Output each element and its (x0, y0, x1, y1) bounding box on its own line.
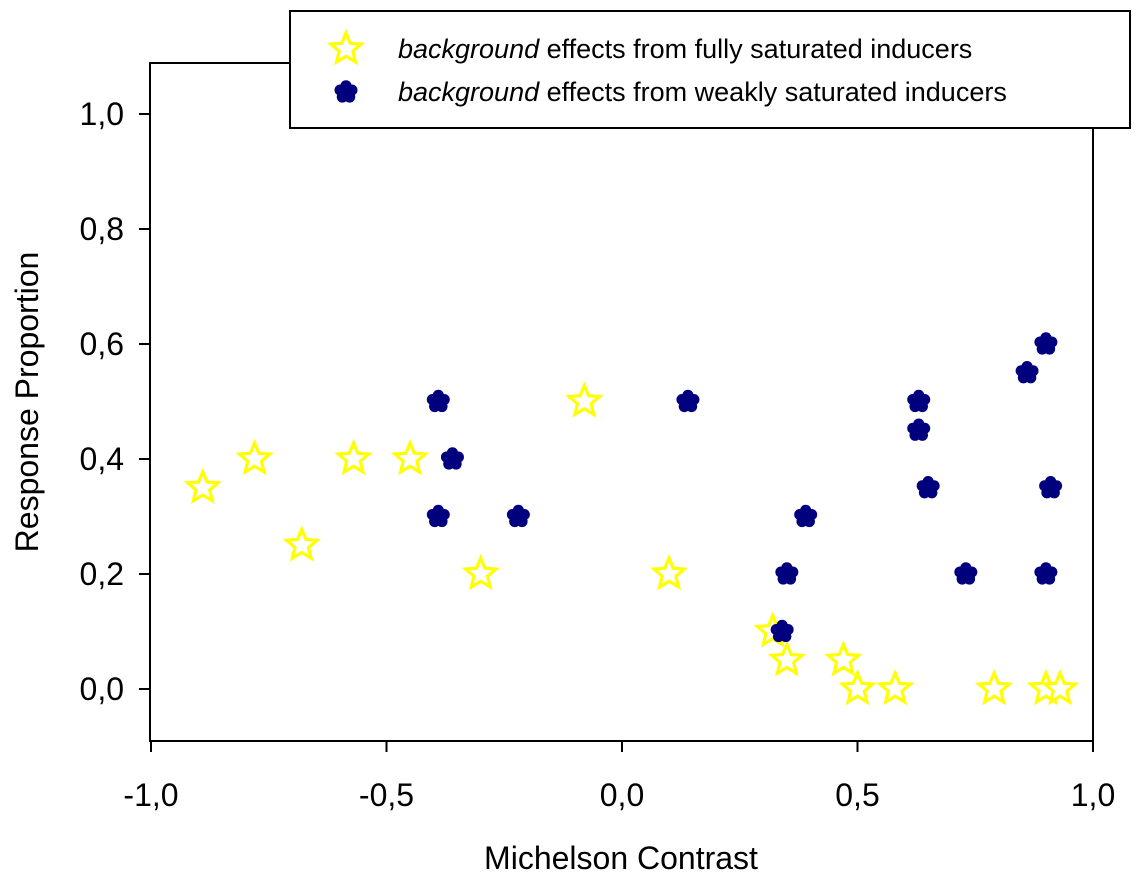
x-tick-label: 0,5 (835, 777, 879, 813)
data-point-flower (1039, 475, 1063, 499)
x-tick-label: 0,0 (600, 777, 644, 813)
legend-frame (289, 10, 1131, 129)
y-axis: 0,0 0,2 0,4 0,6 0,8 1,0 (80, 96, 150, 707)
x-axis: -1,0 -0,5 0,0 0,5 1,0 (123, 741, 1115, 813)
legend-marker-star (326, 28, 366, 66)
data-point-flower (775, 562, 799, 585)
data-point-star (974, 668, 1014, 706)
legend: background effects from fully saturated … (289, 10, 1131, 129)
x-tick-label: -0,5 (359, 777, 414, 813)
data-point-flower (440, 447, 464, 470)
data-point-star (1040, 668, 1080, 706)
series-weakly-saturated (426, 332, 1063, 643)
legend-entry-rest: effects from weakly saturated inducers (539, 77, 1007, 107)
data-point-flower (426, 389, 450, 413)
data-point-star (824, 640, 863, 677)
data-point-star (334, 438, 373, 476)
data-point-flower (907, 389, 931, 413)
data-point-flower (426, 504, 450, 528)
y-tick-label: 0,4 (80, 441, 124, 477)
data-point-flower (954, 562, 978, 585)
data-point-star (767, 640, 807, 677)
data-point-star (461, 553, 500, 591)
data-point-flower (1015, 360, 1039, 384)
x-tick-label: 1,0 (1071, 777, 1115, 813)
legend-entry-weakly-saturated: background effects from weakly saturated… (398, 77, 1007, 107)
legend-entry-emphasis: background (398, 77, 540, 107)
y-axis-label: Response Proportion (9, 252, 45, 553)
y-tick-label: 0,2 (80, 556, 124, 592)
data-point-flower (676, 389, 700, 413)
y-tick-label: 1,0 (80, 96, 124, 132)
data-point-flower (506, 504, 530, 528)
data-point-star (183, 467, 222, 505)
legend-entry-emphasis: background (398, 34, 540, 64)
y-tick-label: 0,0 (80, 671, 124, 707)
y-tick-label: 0,8 (80, 211, 124, 247)
data-point-star (282, 525, 321, 562)
legend-star-icon (326, 28, 366, 66)
x-tick-label: -1,0 (123, 777, 178, 813)
legend-marker-flower (334, 80, 358, 103)
data-point-flower (1034, 332, 1058, 355)
legend-flower-icon (334, 80, 358, 103)
data-points (183, 332, 1080, 706)
data-point-star (565, 381, 604, 418)
x-axis-label: Michelson Contrast (484, 840, 758, 876)
series-fully-saturated (183, 381, 1080, 706)
legend-entry-fully-saturated: background effects from fully saturated … (398, 34, 972, 64)
data-point-star (838, 668, 877, 706)
data-point-flower (1034, 562, 1058, 585)
y-tick-label: 0,6 (80, 326, 124, 362)
data-point-star (649, 553, 689, 591)
data-point-flower (770, 619, 794, 643)
data-point-flower (907, 418, 931, 441)
data-point-star (390, 438, 430, 476)
plot-area-frame (149, 62, 1094, 742)
data-point-flower (916, 475, 940, 499)
legend-entry-rest: effects from fully saturated inducers (539, 34, 972, 64)
data-point-flower (794, 504, 818, 528)
data-point-star (235, 438, 274, 476)
data-point-star (875, 668, 915, 706)
